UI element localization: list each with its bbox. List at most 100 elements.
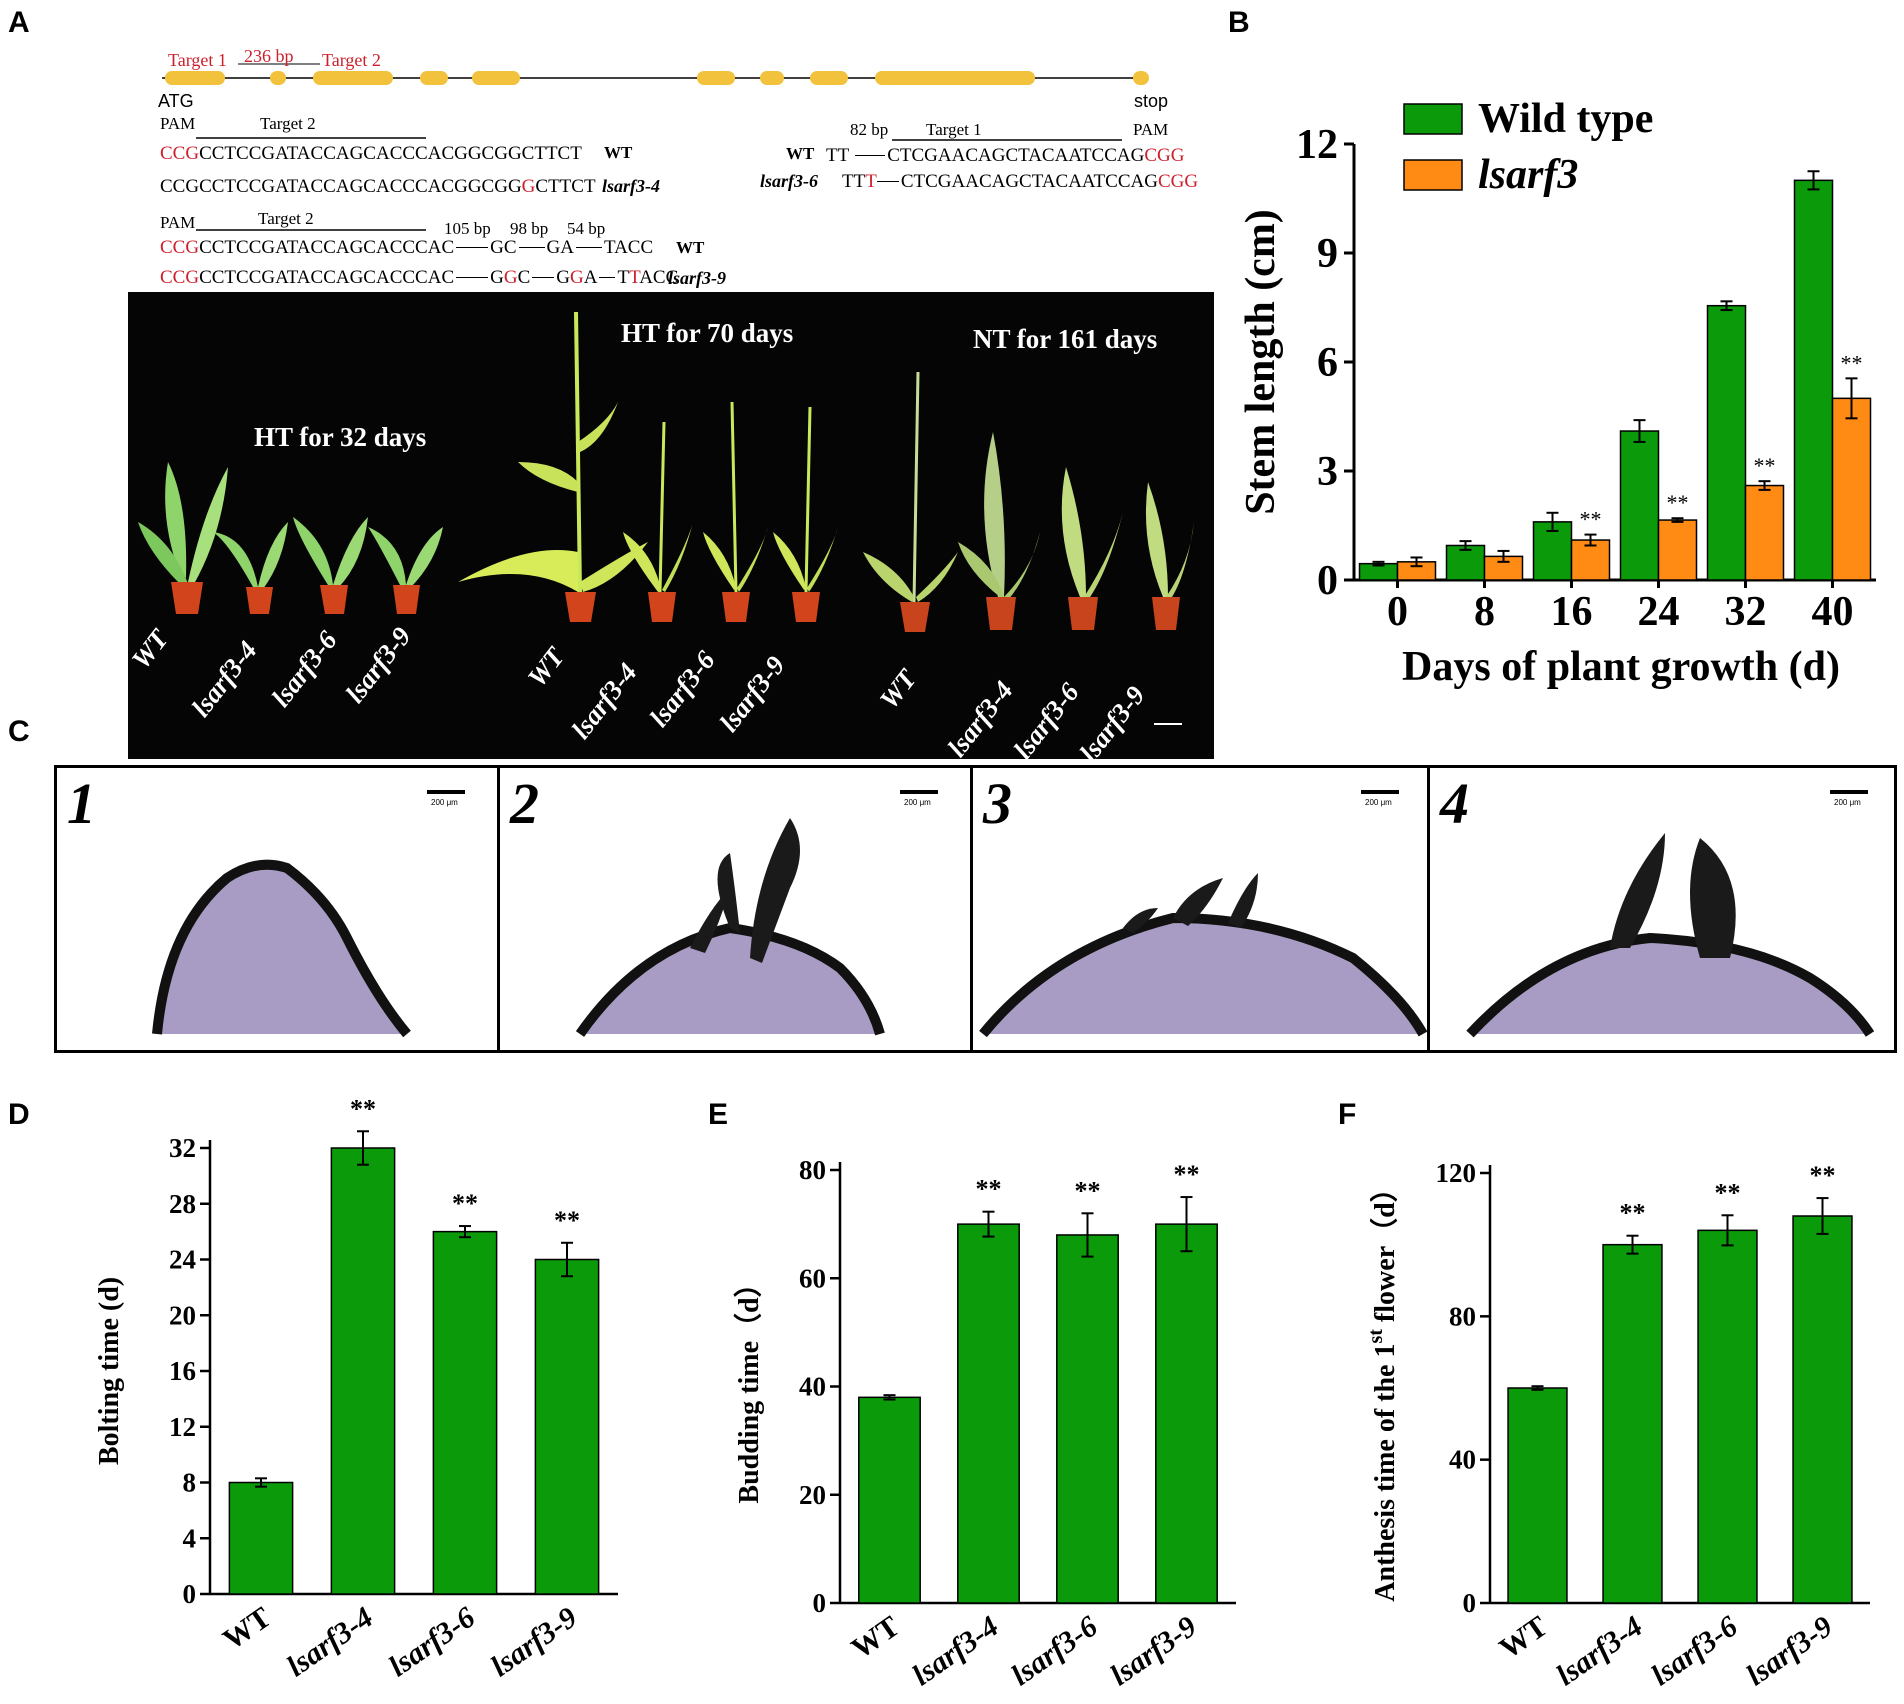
gap-line (456, 277, 489, 278)
panel-label-a: A (8, 6, 30, 39)
y-tick-label: 40 (799, 1372, 826, 1402)
seq-part: G (490, 267, 504, 288)
y-tick-label: 12 (1296, 122, 1338, 168)
y-tick-label: 80 (799, 1155, 826, 1185)
gap-line (518, 247, 545, 248)
shoot-apex-1 (152, 859, 411, 1038)
seq-lsarf3-6-label: lsarf3-6 (760, 171, 818, 191)
x-tick-label: lsarf3-4 (1550, 1610, 1648, 1692)
seq-wt-label-2: WT (676, 238, 705, 257)
x-tick-label: lsarf3-6 (1005, 1610, 1103, 1692)
seq-lsarf3-4-label: lsarf3-4 (602, 176, 660, 196)
seq-body: CCTCCGATACCAGCACCCAC (199, 237, 455, 258)
bp82-label: 82 bp (850, 120, 889, 139)
significance-mark: ** (1754, 453, 1776, 478)
shoot-apex-4 (1466, 833, 1875, 1038)
micro-scale-bar-3 (1361, 790, 1399, 794)
significance-mark: ** (1620, 1199, 1646, 1228)
pam-label-1: PAM (160, 114, 196, 133)
seq-lsarf3-6: TTT CTCGAACAGCTACAATCCAGCGG (842, 171, 1198, 193)
seq-lsarf3-4: CCGCCTCCGATACCAGCACCCACGGCGGGCTTCT (160, 176, 596, 198)
panel-label-f: F (1338, 1098, 1357, 1131)
significance-mark: ** (1810, 1161, 1836, 1190)
gap-line (575, 247, 602, 248)
micro-scale-label-1: 200 μm (431, 798, 458, 807)
significance-mark: ** (350, 1100, 376, 1123)
bp54-label: 54 bp (567, 219, 606, 238)
exon-4 (420, 71, 448, 85)
exon-8 (810, 71, 848, 85)
bar-lsarf3 (1657, 519, 1698, 581)
chart-anthesis-time: 0 40 80 120 WT ** lsarf3-4 ** lsarf3-6 ** lsarf3-9… (1370, 1158, 1870, 1692)
x-tick-label: WT (846, 1610, 906, 1666)
seq-prefix: TT (842, 171, 866, 192)
seq-lsarf3-9: CCGCCTCCGATACCAGCACCCAC GGC GGA TTACC (160, 267, 678, 289)
seq-prefix: TT (826, 145, 850, 166)
exon-3 (313, 71, 393, 85)
bar-wt (228, 1481, 294, 1595)
seq-body: CCTCCGATACCAGCACCCACGGCGGCTTCT (199, 143, 582, 164)
target1-seq-label: Target 1 (926, 120, 982, 139)
x-tick-label: lsarf3-6 (1645, 1610, 1743, 1692)
bar-lsarf3 (1744, 484, 1785, 581)
pam-label-t1: PAM (1133, 120, 1169, 139)
micro-scale-label-2: 200 μm (904, 798, 931, 807)
legend-swatch-lsarf3 (1403, 159, 1463, 191)
x-tick-label: 32 (1725, 589, 1767, 635)
y-tick-label: 0 (1463, 1588, 1477, 1618)
bar-wild-type (1445, 544, 1486, 581)
bar-lsarf3-6 (432, 1230, 498, 1595)
y-tick-label: 28 (169, 1189, 196, 1219)
plant-lsarf3-4-70d (623, 421, 693, 622)
seq-wt-label-t1: WT (786, 144, 815, 163)
target1-underline (892, 139, 1122, 141)
exon-10 (1133, 71, 1149, 85)
x-tick-label: 40 (1812, 589, 1854, 635)
micrograph-2: 2 200 μm (497, 765, 973, 1053)
y-tick-label: 40 (1449, 1445, 1476, 1475)
x-tick-label: lsarf3-4 (906, 1610, 1004, 1692)
x-tick-label: lsarf3-4 (281, 1601, 379, 1683)
significance-mark: ** (554, 1206, 580, 1235)
plant-wt-32d (138, 462, 228, 614)
seq-body: CTCGAACAGCTACAATCCAG (900, 171, 1158, 192)
plant-lsarf3-9-32d (368, 527, 443, 614)
plant-lsarf3-9-161d (1145, 482, 1194, 630)
micro-number-4: 4 (1440, 771, 1469, 836)
seq-part: GC (490, 237, 517, 258)
seq-wt-label-1: WT (604, 143, 633, 162)
start-codon-label: ATG (158, 91, 194, 111)
y-tick-label: 60 (799, 1263, 826, 1293)
bar-wild-type (1793, 179, 1834, 581)
plant-lsarf3-6-70d (703, 401, 768, 622)
seq-wt-target2-b: CCGCCTCCGATACCAGCACCCAC GC GA TACC (160, 237, 653, 259)
plant-wt-70d (458, 311, 648, 622)
x-tick-label: lsarf3-9 (1104, 1610, 1202, 1692)
seq-pam: CCG (160, 267, 200, 288)
y-tick-label: 0 (813, 1588, 827, 1618)
exon-7 (760, 71, 784, 85)
panel-label-e: E (708, 1098, 729, 1131)
chart-bolting-time: 0 4 8 12 16 20 24 28 32 WT ** lsarf3-4 ** lsarf3-6 ** l… (94, 1100, 618, 1683)
seq-mutation: G (503, 267, 518, 288)
panel-label-d: D (8, 1098, 30, 1131)
seq-part: A (583, 267, 598, 288)
target2-underline-2 (196, 229, 426, 231)
seq-part: TACC (603, 237, 654, 258)
distance-label: 236 bp (244, 46, 294, 66)
stop-codon-label: stop (1134, 91, 1169, 111)
pam-label-2: PAM (160, 213, 196, 232)
seq-part: C (517, 267, 531, 288)
gene-structure-map (162, 63, 1149, 85)
seq-part: CCGCCTCCGATACCAGCACCCACGGCGG (160, 176, 522, 197)
seq-pam: CCG (160, 237, 200, 258)
y-axis-label-part: flower（d） (1370, 1174, 1401, 1329)
micro-scale-label-3: 200 μm (1365, 798, 1392, 807)
bar-lsarf3-9 (1155, 1223, 1218, 1604)
target1-label: Target 1 (168, 50, 227, 70)
micro-scale-label-4: 200 μm (1834, 798, 1861, 807)
gap-line (855, 155, 886, 156)
seq-pam: CGG (1144, 145, 1185, 166)
micrograph-4: 4 200 μm (1427, 765, 1897, 1053)
x-axis-label: Days of plant growth (d) (1402, 644, 1840, 690)
